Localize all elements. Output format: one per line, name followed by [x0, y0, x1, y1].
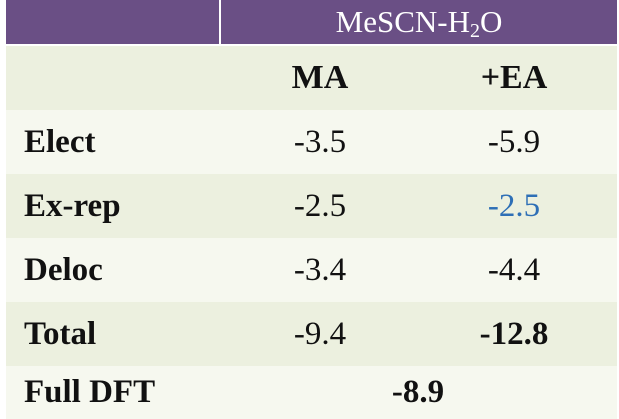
table-row: Total -9.4 -12.8: [6, 302, 617, 366]
cell-deloc-ea: -4.4: [487, 251, 541, 288]
system-title: MeSCN-H2O: [221, 0, 617, 44]
system-title-tail: O: [479, 4, 503, 39]
table-row: Full DFT -8.9: [6, 366, 617, 419]
table-row: Elect -3.5 -5.9: [6, 110, 617, 174]
table-row: Ex-rep -2.5 -2.5: [6, 174, 617, 238]
cell-elect-ma: -3.5: [293, 123, 347, 160]
cell-full-dft-value: -8.9: [391, 374, 445, 410]
row-label-total: Total: [24, 315, 97, 352]
table-row: Deloc -3.4 -4.4: [6, 238, 617, 302]
cell-total-ma: -9.4: [293, 315, 347, 352]
column-header-ea: +EA: [480, 59, 548, 96]
energy-decomposition-table: MeSCN-H2O MA +EA Elect -3.5 -5.9 Ex-rep …: [6, 0, 617, 419]
cell-total-ea: -12.8: [479, 315, 549, 352]
system-title-subscript: 2: [469, 20, 480, 42]
header-empty-cell: [6, 0, 221, 44]
column-header-ma: MA: [291, 59, 349, 96]
cell-ex-rep-ma: -2.5: [293, 187, 347, 224]
row-label-full-dft: Full DFT: [24, 374, 156, 410]
row-label-ex-rep: Ex-rep: [24, 187, 121, 224]
table-header-row: MeSCN-H2O: [6, 0, 617, 44]
cell-ex-rep-ea: -2.5: [487, 187, 541, 224]
cell-elect-ea: -5.9: [487, 123, 541, 160]
row-label-elect: Elect: [24, 123, 96, 160]
cell-deloc-ma: -3.4: [293, 251, 347, 288]
system-title-main: MeSCN-H: [335, 4, 470, 39]
row-label-deloc: Deloc: [24, 251, 103, 288]
column-header-row: MA +EA: [6, 46, 617, 110]
